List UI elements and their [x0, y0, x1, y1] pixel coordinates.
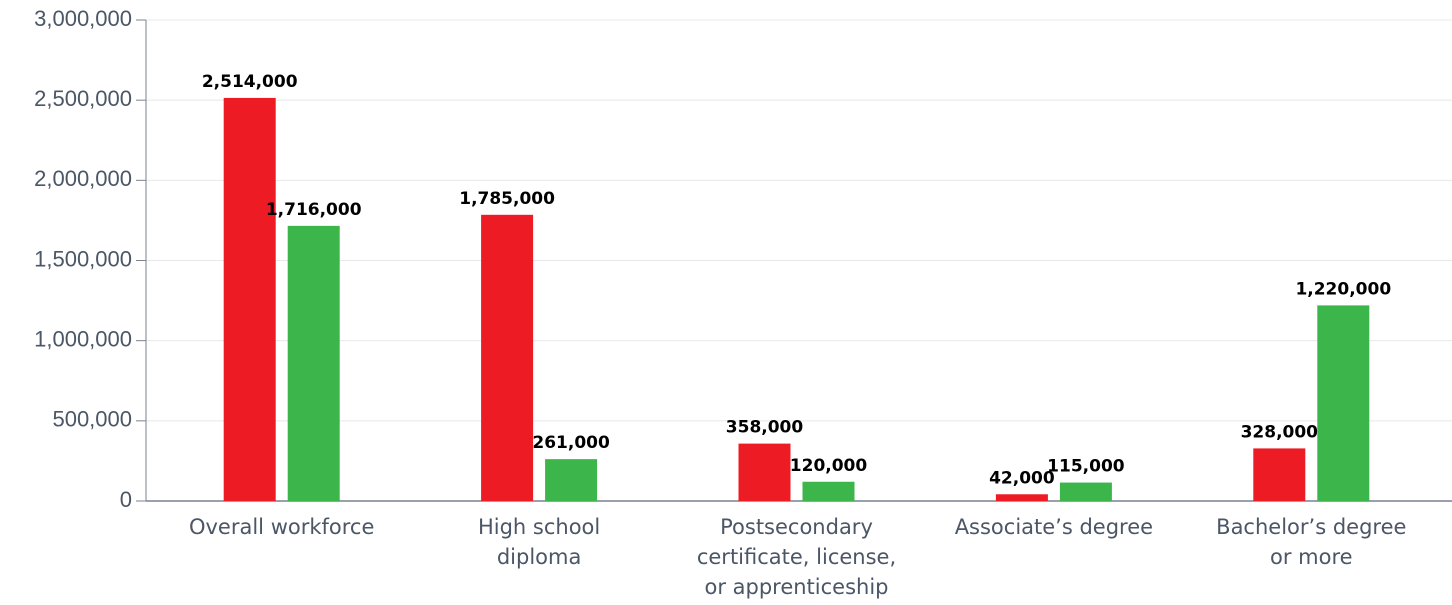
bar	[1059, 482, 1112, 501]
y-tick-label: 1,500,000	[34, 246, 132, 271]
value-label: 2,514,000	[202, 72, 298, 92]
y-tick-label: 2,000,000	[34, 166, 132, 191]
bar	[1317, 305, 1370, 501]
y-tick-label: 500,000	[52, 407, 132, 432]
x-tick-label: Postsecondary certificate, license, or a…	[696, 515, 897, 599]
bar	[802, 481, 855, 501]
value-label: 42,000	[989, 468, 1055, 488]
bar	[995, 494, 1048, 501]
bar	[481, 214, 534, 501]
bar	[545, 459, 598, 501]
value-label: 120,000	[790, 456, 868, 476]
value-label: 358,000	[726, 418, 804, 438]
bar	[287, 225, 340, 502]
y-tick-label: 0	[120, 487, 132, 512]
y-tick-label: 2,500,000	[34, 86, 132, 111]
y-tick-label: 1,000,000	[34, 326, 132, 351]
value-label: 115,000	[1047, 457, 1125, 477]
bar	[1253, 448, 1306, 501]
x-tick-label: Overall workforce	[188, 515, 375, 539]
value-label: 1,785,000	[459, 189, 555, 209]
x-tick-label: Associate’s degree	[954, 515, 1154, 539]
x-tick-label: High school diploma	[477, 515, 601, 569]
x-tick-label: Bachelor’s degree or more	[1216, 515, 1407, 569]
value-label: 261,000	[532, 433, 610, 453]
value-label: 1,220,000	[1295, 279, 1391, 299]
bar	[738, 443, 791, 501]
bar	[223, 97, 276, 501]
value-label: 328,000	[1241, 422, 1319, 442]
y-tick-label: 3,000,000	[34, 6, 132, 31]
value-label: 1,716,000	[266, 200, 362, 220]
